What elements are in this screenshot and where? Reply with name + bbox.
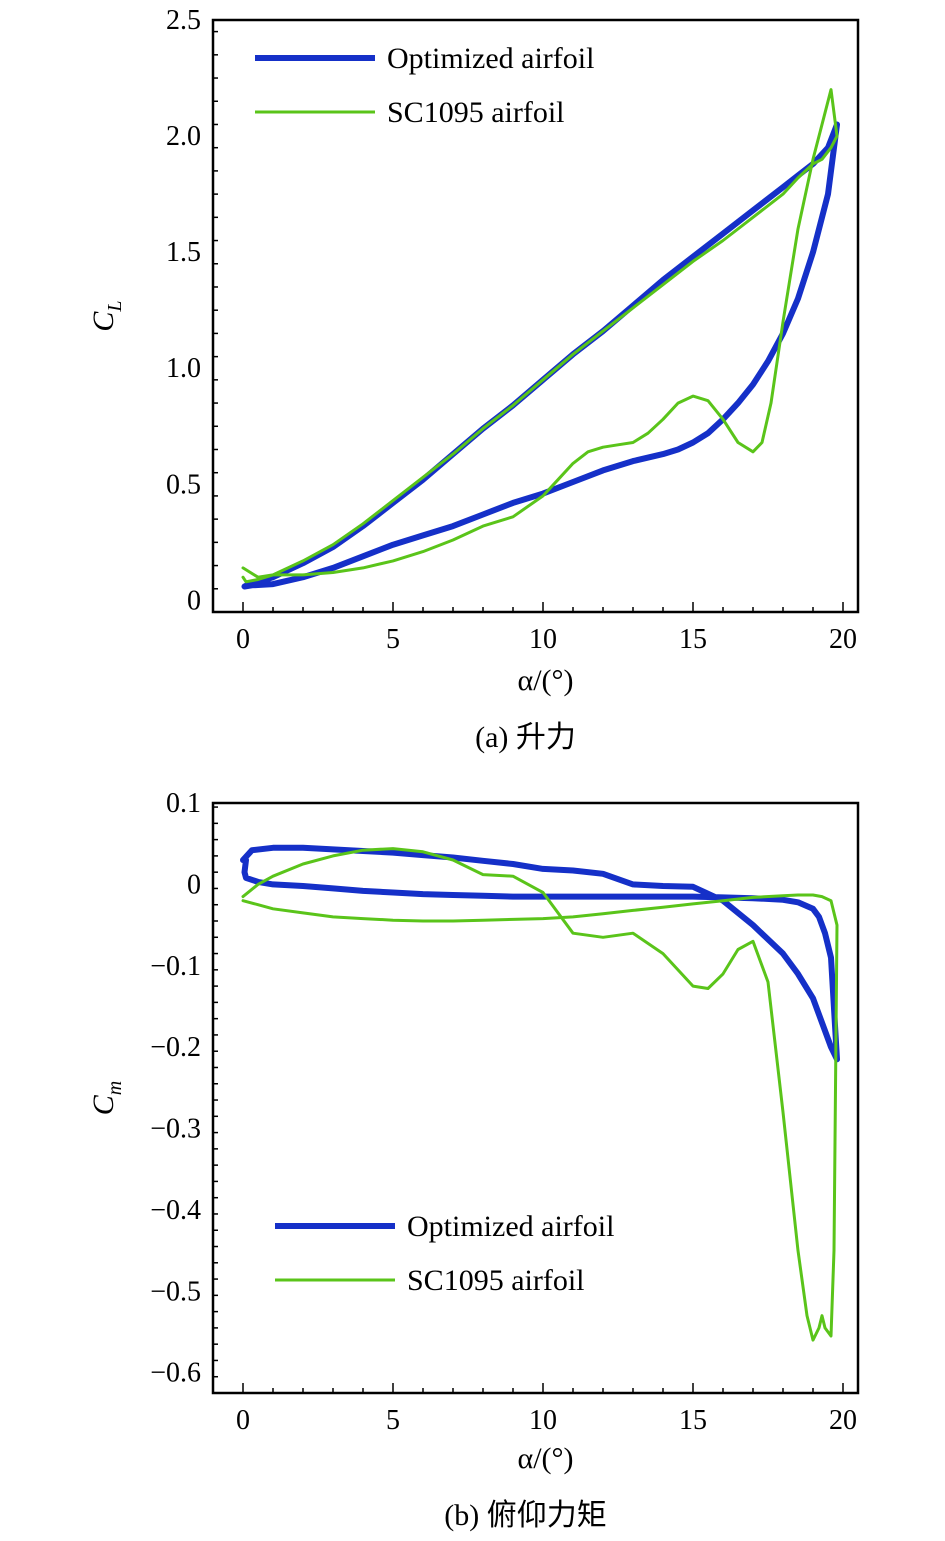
y-tick-label: −0.3 [150,1114,201,1145]
y-tick-label: −0.4 [150,1195,201,1226]
legend-label-optimized-airfoil: Optimized airfoil [407,1210,614,1243]
figure-caption: (b) 俯仰力矩 [444,1499,606,1532]
x-tick-label: 0 [236,624,250,655]
y-axis-title: Cm [87,1081,126,1115]
x-tick-label: 20 [829,1405,857,1436]
y-tick-label: −0.2 [150,1032,201,1063]
y-axis-title: CL [87,300,126,331]
plot-frame [211,18,860,614]
y-tick-label: 0.5 [166,469,201,500]
legend-label-sc1095-airfoil: SC1095 airfoil [407,1264,585,1297]
y-axis-title-main: C [87,1094,120,1115]
x-tick-label: 10 [529,1405,557,1436]
x-tick-label: 20 [829,624,857,655]
y-tick-label: 1.5 [166,237,201,268]
series-line-sc1095-airfoil [241,88,839,584]
chart-lift: 0 0.5 1.0 1.5 2.0 2.5 0 5 10 15 20 α/(°) CL Optimized… [87,5,860,754]
series-line-optimized-airfoil [240,844,840,1063]
x-axis-title: α/(°) [517,664,573,697]
y-tick-label: −0.1 [150,951,201,982]
x-tick-label: 15 [679,1405,707,1436]
legend-label-optimized-airfoil: Optimized airfoil [387,42,594,75]
y-tick-label: 2.5 [166,5,201,36]
figure-caption: (a) 升力 [475,721,576,754]
y-axis-title-subscript: L [104,300,126,312]
x-tick-label: 10 [529,624,557,655]
y-axis-title-subscript: m [104,1081,126,1095]
y-tick-label: 0 [187,869,201,900]
y-tick-label: −0.6 [150,1358,201,1389]
y-tick-label: 2.0 [166,121,201,152]
chart-pitching-moment: 0.1 0 −0.1 −0.2 −0.3 −0.4 −0.5 −0.6 0 5 10 15 20 α/(°… [87,788,860,1532]
x-tick-label: 5 [386,1405,400,1436]
x-axis-title: α/(°) [517,1442,573,1475]
plot-frame [211,801,860,1395]
y-tick-label: 1.0 [166,353,201,384]
y-tick-label: 0.1 [166,788,201,819]
y-tick-label: −0.5 [150,1276,201,1307]
x-tick-label: 0 [236,1405,250,1436]
y-axis-title-main: C [87,311,120,332]
series-line-sc1095-airfoil [241,847,839,1342]
x-tick-label: 5 [386,624,400,655]
x-tick-label: 15 [679,624,707,655]
y-tick-label: 0 [187,585,201,616]
series-line-optimized-airfoil [241,121,840,590]
legend-label-sc1095-airfoil: SC1095 airfoil [387,96,565,129]
